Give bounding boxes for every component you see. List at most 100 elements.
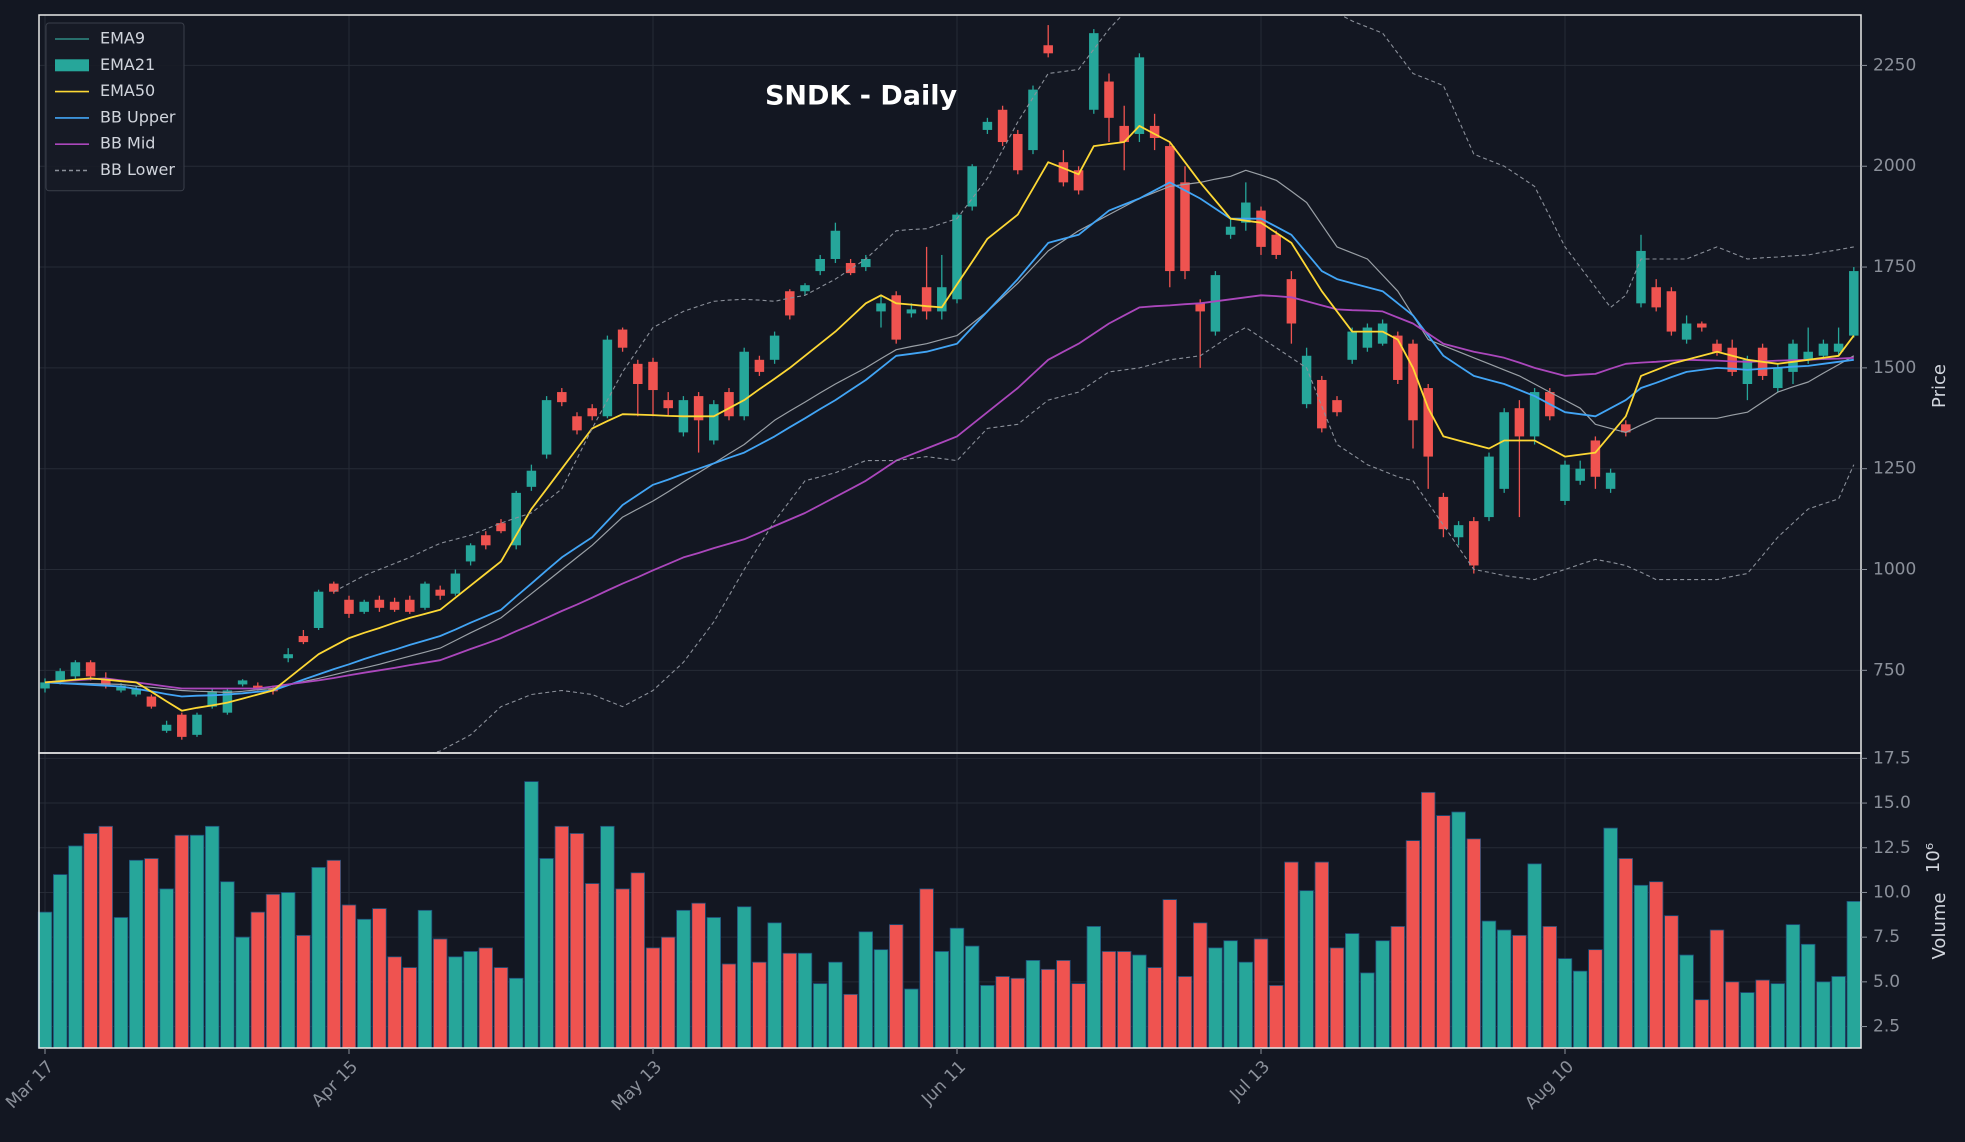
volume-bar	[721, 963, 737, 1049]
volume-bar	[843, 993, 858, 1049]
candle-body	[1408, 343, 1418, 421]
candle-body	[1575, 468, 1585, 481]
indicator-lines	[44, 15, 1855, 753]
volume-bar	[645, 947, 661, 1049]
volume-bar	[828, 961, 843, 1049]
candle-body	[1833, 343, 1844, 352]
volume-bar	[1010, 977, 1026, 1049]
volume-bar	[1664, 915, 1679, 1049]
volume-bar	[873, 949, 889, 1049]
legend-label: EMA9	[100, 29, 145, 48]
volume-bar	[493, 967, 509, 1049]
candle-body	[1393, 335, 1403, 380]
volume-bar	[1360, 972, 1375, 1049]
candle-body	[116, 685, 126, 691]
candle-body	[1210, 275, 1221, 332]
candle-body	[1469, 521, 1479, 566]
volume-bar	[265, 893, 281, 1049]
candle-body	[253, 685, 263, 689]
candle-body	[1043, 45, 1053, 54]
volume-bar	[1831, 976, 1846, 1049]
candle-body	[1073, 170, 1084, 191]
y-tick-label: 2250	[1873, 55, 1916, 75]
candle-body	[1149, 125, 1160, 138]
candle-body	[1818, 343, 1829, 356]
volume-bar	[585, 883, 600, 1049]
legend-swatch	[55, 59, 89, 72]
candle-body	[1529, 392, 1540, 437]
candle-body	[906, 309, 917, 314]
volume-bar	[919, 888, 934, 1049]
volume-bar	[356, 918, 372, 1049]
volume-bar	[1785, 924, 1801, 1049]
volume-bar	[98, 825, 114, 1049]
candle-body	[1423, 388, 1433, 457]
volume-bar	[1238, 961, 1254, 1049]
candle-body	[1362, 327, 1373, 348]
y-tick-label: 15.0	[1873, 793, 1911, 813]
y-axis-label: Price	[1929, 364, 1950, 408]
volume-bar	[1025, 959, 1041, 1049]
candle-body	[1301, 355, 1312, 405]
candle-body	[769, 335, 780, 360]
candle-body	[602, 339, 613, 417]
candle-body	[1256, 210, 1266, 247]
chart-title: SNDK - Daily	[765, 81, 958, 112]
volume-bar	[1588, 949, 1603, 1049]
volume-bar	[1117, 951, 1132, 1049]
y-tick-label: 17.5	[1873, 748, 1911, 768]
candle-body	[921, 287, 932, 312]
volume-bar	[1542, 926, 1558, 1049]
candle-body	[1165, 146, 1175, 272]
volume-bar	[341, 904, 357, 1049]
volume-bar	[1527, 863, 1542, 1049]
candle-body	[1013, 133, 1023, 171]
volume-bar	[159, 888, 174, 1049]
y-tick-label: 750	[1873, 660, 1905, 680]
candle-body	[101, 679, 111, 686]
candle-body	[237, 680, 248, 685]
volume-bar	[1390, 926, 1406, 1049]
candle-body	[1317, 379, 1327, 429]
volume-bar	[1709, 929, 1725, 1049]
indicator-line	[44, 294, 1854, 690]
candle-body	[1058, 162, 1069, 183]
candle-body	[1788, 343, 1798, 372]
volume-bar	[296, 934, 311, 1049]
volume-bar	[1512, 934, 1527, 1049]
candle-body	[891, 295, 901, 340]
volume-bar	[1725, 981, 1740, 1049]
candle-body	[1712, 343, 1722, 352]
volume-bar	[326, 859, 342, 1049]
volume-bar	[767, 922, 782, 1049]
candle-body	[207, 691, 217, 707]
volume-bar	[235, 936, 250, 1049]
candle-body	[1681, 323, 1692, 340]
indicator-line	[44, 169, 1855, 694]
volume-bar	[1573, 970, 1588, 1049]
volume-bar	[1421, 791, 1436, 1049]
candle-body	[952, 214, 962, 300]
volume-bar	[1451, 811, 1466, 1049]
volume-bar	[752, 961, 767, 1049]
candle-body	[344, 599, 354, 614]
volume-bar	[1740, 992, 1755, 1049]
legend: EMA9 EMA21 EMA50 BB Upper BB Mid BB Lower	[45, 22, 185, 192]
volume-bar	[630, 872, 646, 1049]
candle-body	[724, 392, 734, 417]
candle-body	[587, 408, 597, 417]
y-tick-label: 2000	[1873, 156, 1916, 176]
volume-bar	[1770, 983, 1786, 1049]
volume-bar	[1679, 954, 1694, 1049]
volume-bars	[37, 781, 1862, 1049]
volume-bar	[1816, 981, 1831, 1049]
candle-body	[1119, 125, 1129, 143]
candle-body	[541, 400, 552, 455]
candle-body	[1803, 351, 1813, 360]
candle-body	[177, 714, 187, 737]
volume-scale-label: 10⁶	[1923, 843, 1944, 873]
candle-body	[572, 416, 582, 431]
volume-bar	[478, 947, 494, 1049]
candle-body	[40, 682, 50, 689]
volume-bar	[965, 945, 980, 1049]
